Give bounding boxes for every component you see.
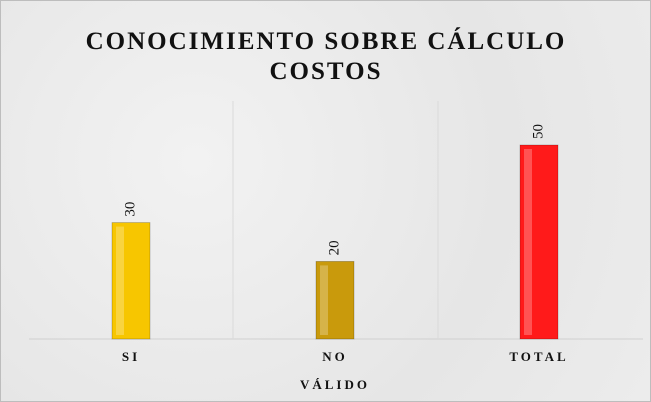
bar-highlight [320, 265, 328, 335]
data-label: 30 [122, 202, 138, 217]
x-tick-label: NO [322, 349, 348, 364]
x-axis-label: VÁLIDO [300, 377, 370, 392]
x-tick-label: TOTAL [509, 349, 568, 364]
bar [111, 222, 151, 340]
bar [519, 144, 559, 340]
x-tick-label: SI [122, 349, 140, 364]
data-label: 20 [326, 240, 342, 255]
bar-highlight [524, 149, 532, 335]
bar [315, 260, 355, 340]
bar-highlight [116, 226, 124, 335]
chart-title: CONOCIMIENTO SOBRE CÁLCULO COSTOS [85, 28, 567, 85]
data-label: 50 [530, 124, 546, 139]
